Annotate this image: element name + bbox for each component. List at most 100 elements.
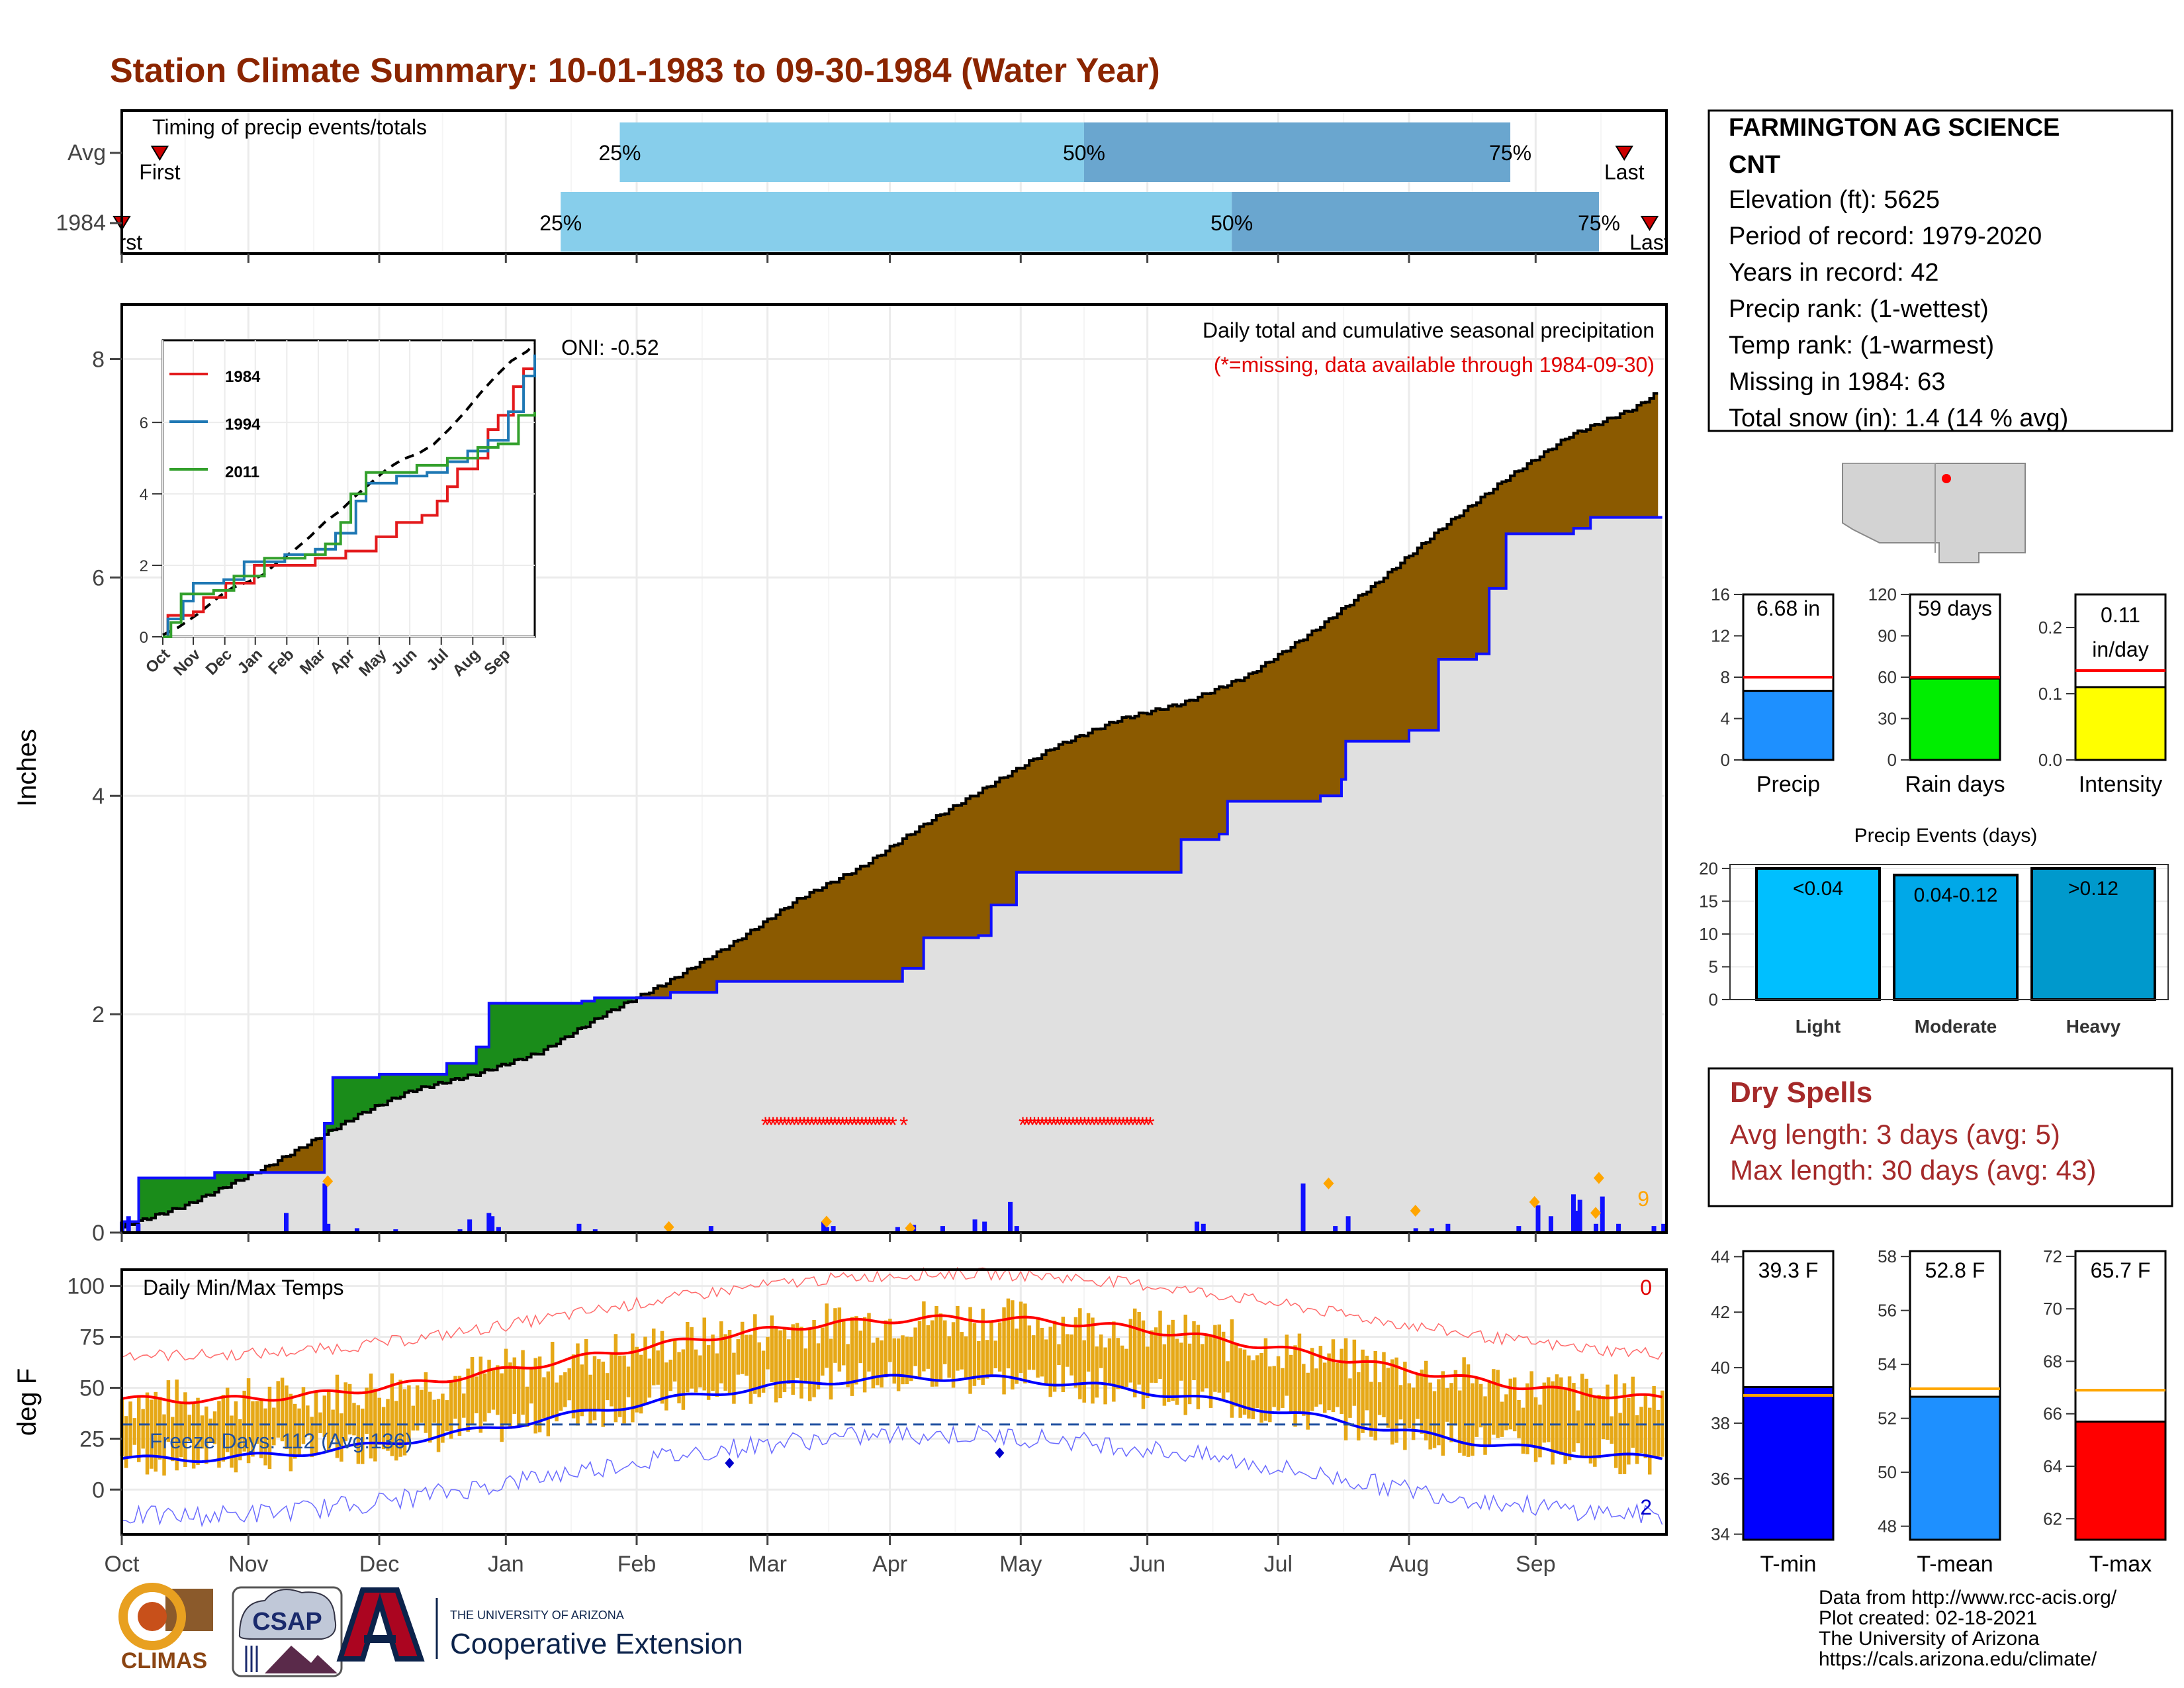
temp-stat-y-tick: 54 [1878,1354,1897,1374]
precip-y-tick: 4 [92,784,105,809]
daily-precip-bar [326,1223,331,1233]
missing-marker: * [784,1113,793,1138]
stat-y-tick: 0.2 [2038,618,2062,637]
stat-y-tick: 60 [1878,667,1897,687]
dry-spells-avg: Avg length: 3 days (avg: 5) [1730,1119,2060,1150]
snow-marker-icon [1323,1177,1334,1190]
missing-marker: * [1042,1113,1050,1138]
daily-precip-bar [576,1223,582,1233]
missing-marker: * [803,1113,812,1138]
ua-small-text: THE UNIVERSITY OF ARIZONA [450,1609,624,1622]
missing-marker: * [1115,1113,1124,1138]
temp-y-tick: 50 [79,1376,105,1401]
missing-marker: * [1099,1113,1108,1138]
missing-marker: * [873,1113,882,1138]
precip-y-axis-label: Inches [13,729,42,807]
record-max-line [121,1267,1663,1362]
avg-timing-bar-25-50 [619,122,1084,182]
precip-y-tick: 8 [92,347,105,372]
missing-marker: * [772,1113,781,1138]
missing-marker: * [862,1113,870,1138]
events-y-tick: 20 [1699,859,1718,878]
missing-marker: * [1130,1113,1139,1138]
temp-panel-title: Daily Min/Max Temps [143,1276,343,1299]
inset-y-tick: 4 [140,486,148,504]
dry-spells-box: Dry Spells Avg length: 3 days (avg: 5) M… [1707,1067,2173,1207]
csap-logo-text: CSAP [252,1608,322,1636]
daily-precip-bar [283,1213,289,1233]
temp-stat-y-tick: 56 [1878,1301,1897,1321]
missing-marker: * [881,1113,889,1138]
missing-marker: * [839,1113,847,1138]
temp-y-tick: 0 [92,1477,105,1503]
daily-precip-bar [393,1229,398,1233]
daily-precip-bar [467,1219,473,1233]
daily-precip-bar [1008,1201,1013,1233]
stat-label: Rain days [1905,772,2005,797]
stat-bar-rain-days [1909,677,2001,761]
avg-last-marker-icon [1615,146,1633,161]
daily-precip-bar [592,1229,598,1233]
missing-marker: * [1030,1113,1038,1138]
avg-last-label: Last [1604,160,1645,184]
daily-precip-bar [1430,1228,1435,1233]
daily-precip-bar [1413,1228,1418,1233]
precip-events-title: Precip Events (days) [1854,825,2038,847]
precip-events-chart: Precip Events (days) 0 5 10 15 20 <0.04 Light 0… [1699,825,2169,1037]
missing-marker: * [1088,1113,1097,1138]
missing-marker: * [1096,1113,1105,1138]
snow-marker-icon [322,1175,334,1188]
temp-stat-y-tick: 38 [1711,1413,1730,1433]
missing-marker: * [846,1113,854,1138]
missing-marker: * [1046,1113,1054,1138]
missing-marker: * [1057,1113,1066,1138]
daily-precip-bar [457,1229,463,1233]
missing-marker: * [788,1113,797,1138]
precip-y-tick: 2 [92,1002,105,1027]
month-axis: Oct Nov Dec Jan Feb Mar Apr May Jun Jul Aug Sep [105,254,1556,1577]
month-label: Jul [1264,1552,1293,1577]
station-info-box: FARMINGTON AG SCIENCE CNT Elevation (ft)… [1707,109,2173,432]
temp-stat-bars: 34 36 38 40 42 44 39.3 F T-min 48 50 52 54 56 58 52.8 … [1711,1246,2167,1577]
missing-marker: * [1122,1113,1131,1138]
month-label: Jun [1129,1552,1165,1577]
footer-university: The University of Arizona [1819,1628,2040,1650]
missing-marker: * [831,1113,839,1138]
missing-marker: * [1119,1113,1128,1138]
inset-y-tick: 2 [140,557,148,575]
temp-y-tick: 25 [79,1427,105,1452]
stat-value-text: 0.11 [2101,603,2140,627]
inset-series-line [163,354,536,638]
missing-marker: * [761,1113,770,1138]
daily-precip-bar [831,1226,836,1233]
missing-marker: * [1076,1113,1085,1138]
events-y-tick: 0 [1709,990,1718,1009]
daily-precip-bar [1014,1226,1019,1233]
ua-big-text: Cooperative Extension [450,1628,743,1660]
daily-precip-bar [1535,1205,1541,1233]
missing-marker: * [854,1113,862,1138]
missing-marker: * [835,1113,843,1138]
temp-top-count: 0 [1640,1276,1652,1299]
missing-marker: * [1053,1113,1062,1138]
footer-plot-created: Plot created: 02-18-2021 [1819,1607,2037,1629]
daily-precip-bar [126,1216,131,1233]
missing-marker: * [811,1113,820,1138]
missing-marker: * [1023,1113,1031,1138]
precip-stat-bars: 0 4 8 12 16 6.68 in Precip 0 30 60 90 120 59 days Rai… [1711,585,2167,797]
dry-spells-max: Max length: 30 days (avg: 43) [1730,1154,2096,1186]
missing-marker: * [1138,1113,1147,1138]
inset-y-tick: 6 [140,414,148,432]
precip-panel-subtitle: (*=missing, data available through 1984-… [1214,353,1655,377]
temp-stat-y-tick: 48 [1878,1517,1897,1536]
temp-stat-value-text: 52.8 F [1925,1258,1985,1282]
missing-marker: * [780,1113,789,1138]
missing-marker: * [1134,1113,1143,1138]
daily-precip-bar [1201,1223,1206,1233]
stat-label: Precip [1756,772,1820,797]
missing-marker: * [885,1113,893,1138]
event-bar-text: >0.12 [2068,878,2118,900]
oni-value: ONI: -0.52 [561,336,659,359]
